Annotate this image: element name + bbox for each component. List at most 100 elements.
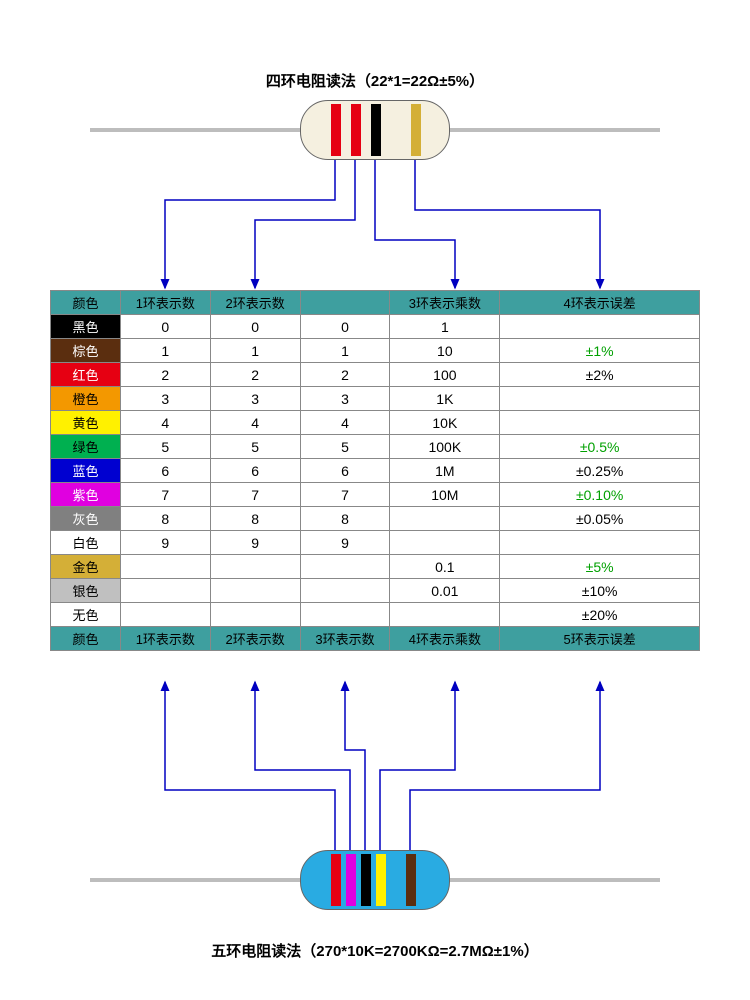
table-row: 无色 ±20% [51, 603, 700, 627]
cell-d1 [120, 579, 210, 603]
cell-d3: 9 [300, 531, 390, 555]
cell-tolerance: ±20% [500, 603, 700, 627]
cell-d1 [120, 603, 210, 627]
table-row: 黄色44410K [51, 411, 700, 435]
color-name-cell: 棕色 [51, 339, 121, 363]
cell-d2 [210, 555, 300, 579]
color-name-cell: 蓝色 [51, 459, 121, 483]
table-row: 紫色77710M±0.10% [51, 483, 700, 507]
cell-tolerance: ±2% [500, 363, 700, 387]
cell-tolerance [500, 531, 700, 555]
table-row: 金色0.1±5% [51, 555, 700, 579]
resistor-lead-left [90, 878, 300, 882]
connector-arrow [165, 160, 335, 288]
cell-mult [390, 603, 500, 627]
cell-d3 [300, 555, 390, 579]
cell-d3: 3 [300, 387, 390, 411]
cell-tolerance: ±0.25% [500, 459, 700, 483]
cell-tolerance [500, 387, 700, 411]
connector-arrow [415, 160, 600, 288]
resistor-lead-left [90, 128, 300, 132]
color-name-cell: 白色 [51, 531, 121, 555]
cell-d1: 9 [120, 531, 210, 555]
cell-d2: 1 [210, 339, 300, 363]
cell-d1 [120, 555, 210, 579]
cell-d1: 3 [120, 387, 210, 411]
th-color: 颜色 [51, 291, 121, 315]
th-digit3: 3环表示数 [300, 627, 390, 651]
resistor-band [406, 854, 416, 906]
cell-d2 [210, 603, 300, 627]
connector-arrow [375, 160, 455, 288]
color-name-cell: 黄色 [51, 411, 121, 435]
color-name-cell: 灰色 [51, 507, 121, 531]
connector-arrow [410, 682, 600, 850]
cell-d1: 0 [120, 315, 210, 339]
cell-tolerance: ±10% [500, 579, 700, 603]
cell-mult: 1M [390, 459, 500, 483]
cell-d3 [300, 579, 390, 603]
cell-d1: 6 [120, 459, 210, 483]
resistor-lead-right [450, 128, 660, 132]
th-color: 颜色 [51, 627, 121, 651]
th-digit3-blank [300, 291, 390, 315]
cell-mult: 10 [390, 339, 500, 363]
table-row: 绿色555100K±0.5% [51, 435, 700, 459]
resistor-band [376, 854, 386, 906]
color-name-cell: 红色 [51, 363, 121, 387]
color-name-cell: 无色 [51, 603, 121, 627]
table-header-top: 颜色 1环表示数 2环表示数 3环表示乘数 4环表示误差 [51, 291, 700, 315]
cell-tolerance: ±0.10% [500, 483, 700, 507]
cell-d1: 7 [120, 483, 210, 507]
th-multiplier: 3环表示乘数 [390, 291, 500, 315]
cell-d2: 3 [210, 387, 300, 411]
cell-tolerance: ±5% [500, 555, 700, 579]
connector-arrow [165, 682, 335, 850]
table-row: 黑色0001 [51, 315, 700, 339]
cell-d3: 6 [300, 459, 390, 483]
color-name-cell: 银色 [51, 579, 121, 603]
table-row: 白色999 [51, 531, 700, 555]
cell-d2 [210, 579, 300, 603]
cell-d1: 4 [120, 411, 210, 435]
title-four-band: 四环电阻读法（22*1=22Ω±5%） [0, 70, 750, 91]
cell-d1: 1 [120, 339, 210, 363]
cell-mult: 1 [390, 315, 500, 339]
connector-arrow [345, 682, 365, 850]
table-row: 灰色888±0.05% [51, 507, 700, 531]
resistor-five-band [300, 850, 450, 910]
cell-d2: 7 [210, 483, 300, 507]
table-row: 蓝色6661M±0.25% [51, 459, 700, 483]
table-row: 红色222100±2% [51, 363, 700, 387]
cell-mult [390, 507, 500, 531]
cell-tolerance [500, 411, 700, 435]
cell-tolerance [500, 315, 700, 339]
connector-arrow [255, 160, 355, 288]
cell-d1: 5 [120, 435, 210, 459]
table-row: 棕色11110±1% [51, 339, 700, 363]
cell-d3: 8 [300, 507, 390, 531]
resistor-lead-right [450, 878, 660, 882]
resistor-band [371, 104, 381, 156]
cell-mult: 0.01 [390, 579, 500, 603]
cell-d3: 5 [300, 435, 390, 459]
cell-tolerance: ±0.05% [500, 507, 700, 531]
color-name-cell: 绿色 [51, 435, 121, 459]
cell-tolerance: ±0.5% [500, 435, 700, 459]
color-name-cell: 紫色 [51, 483, 121, 507]
cell-d1: 2 [120, 363, 210, 387]
cell-mult: 1K [390, 387, 500, 411]
cell-d3: 1 [300, 339, 390, 363]
cell-d2: 0 [210, 315, 300, 339]
color-name-cell: 橙色 [51, 387, 121, 411]
cell-d2: 4 [210, 411, 300, 435]
th-tolerance: 4环表示误差 [500, 291, 700, 315]
cell-mult [390, 531, 500, 555]
cell-d3: 2 [300, 363, 390, 387]
resistor-body [300, 100, 450, 160]
th-tolerance: 5环表示误差 [500, 627, 700, 651]
cell-d2: 8 [210, 507, 300, 531]
th-digit2: 2环表示数 [210, 627, 300, 651]
cell-d1: 8 [120, 507, 210, 531]
table-row: 银色 0.01±10% [51, 579, 700, 603]
